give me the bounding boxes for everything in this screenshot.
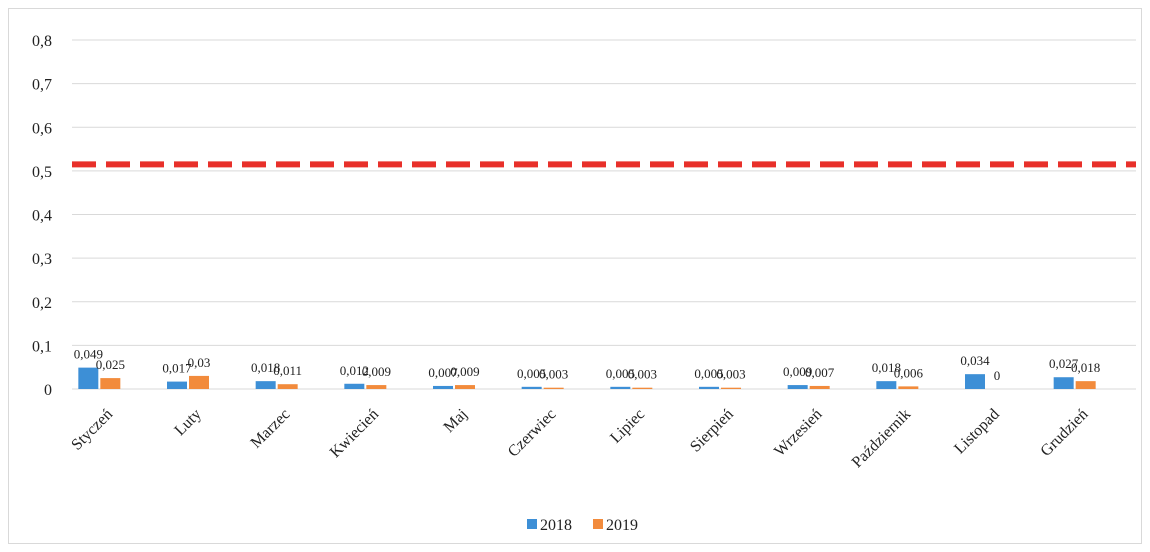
bar-2019-3	[366, 385, 387, 389]
data-label: 0,007	[805, 365, 835, 380]
bar-2019-0	[100, 378, 121, 389]
y-tick-label: 0,3	[32, 251, 52, 268]
bar-2018-4	[433, 385, 453, 389]
x-tick-label: Grudzień	[1037, 406, 1091, 460]
x-tick-label: Styczeń	[68, 406, 116, 454]
y-tick-label: 0,8	[32, 33, 52, 50]
data-label: 0,018	[1071, 360, 1100, 375]
y-tick-label: 0	[44, 382, 52, 399]
y-tick-label: 0,6	[32, 120, 52, 137]
data-label: 0,009	[450, 364, 479, 379]
x-tick-label: Maj	[441, 406, 471, 436]
y-tick-label: 0,4	[32, 208, 52, 225]
data-label: 0,027	[1049, 356, 1079, 371]
data-label: 0,03	[188, 355, 211, 370]
legend-swatch-2018	[527, 519, 537, 529]
x-tick-label: Marzec	[248, 406, 294, 452]
bar-2018-1	[167, 381, 187, 389]
bar-2019-9	[898, 386, 919, 389]
data-label: 0,009	[783, 364, 812, 379]
data-label: 0,011	[273, 363, 302, 378]
data-label: 0,005	[694, 366, 723, 381]
x-tick-label: Listopad	[951, 406, 1003, 458]
x-tick-label: Październik	[849, 406, 914, 471]
bar-2018-8	[787, 385, 808, 389]
bar-2018-3	[344, 383, 365, 389]
data-label: 0,005	[606, 366, 635, 381]
data-label: 0,006	[894, 365, 924, 380]
bar-2019-6	[632, 387, 653, 389]
data-label: 0	[994, 368, 1001, 383]
bar-2018-0	[78, 367, 99, 389]
bar-2018-7	[699, 386, 719, 389]
data-label: 0,012	[340, 363, 369, 378]
data-label: 0,025	[96, 357, 125, 372]
data-label: 0,007	[428, 365, 458, 380]
bar-2019-5	[543, 387, 564, 389]
bar-2018-9	[876, 381, 897, 389]
bar-2018-10	[965, 374, 985, 389]
x-tick-label: Czerwiec	[505, 406, 560, 461]
data-label: 0,018	[251, 360, 280, 375]
y-tick-label: 0,7	[32, 77, 52, 94]
data-label: 0,018	[872, 360, 901, 375]
bar-2019-4	[455, 385, 475, 389]
bar-2019-1	[189, 375, 209, 389]
bar-2018-6	[610, 386, 631, 389]
bar-2019-7	[721, 387, 741, 389]
legend-label: 2018	[540, 517, 572, 534]
bar-2018-11	[1053, 377, 1074, 389]
bar-2019-2	[277, 384, 298, 389]
bar-2018-2	[255, 381, 276, 389]
data-label: 0,049	[74, 347, 103, 362]
bar-2019-8	[809, 385, 830, 389]
x-tick-label: Luty	[171, 406, 204, 439]
y-tick-label: 0,1	[32, 338, 52, 355]
y-tick-label: 0,2	[32, 295, 52, 312]
x-tick-label: Sierpień	[687, 406, 737, 456]
chart-frame	[8, 8, 1142, 544]
data-label: 0,034	[960, 353, 990, 368]
data-label: 0,003	[628, 367, 657, 382]
bar-2019-11	[1075, 381, 1096, 389]
y-tick-label: 0,5	[32, 164, 52, 181]
data-label: 0,003	[716, 367, 745, 382]
data-label: 0,009	[362, 364, 391, 379]
x-tick-label: Wrzesień	[771, 406, 825, 460]
data-label: 0,017	[162, 361, 192, 376]
data-label: 0,005	[517, 366, 546, 381]
bar-2018-5	[521, 386, 542, 389]
data-label: 0,003	[539, 367, 568, 382]
x-tick-label: Kwiecień	[327, 406, 382, 461]
legend-label: 2019	[606, 517, 638, 534]
x-tick-label: Lipiec	[607, 406, 648, 447]
legend-swatch-2019	[593, 519, 603, 529]
